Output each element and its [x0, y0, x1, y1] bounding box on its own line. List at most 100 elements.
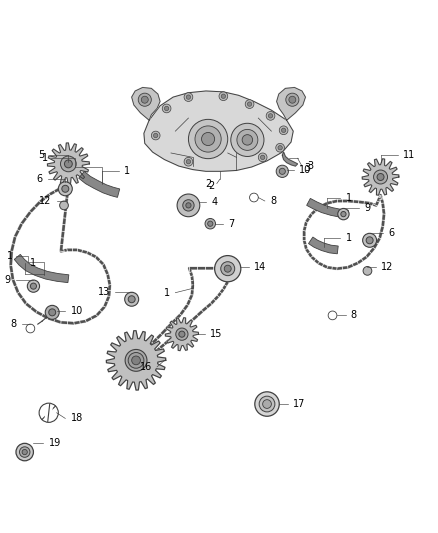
Text: 11: 11	[403, 150, 416, 160]
Circle shape	[278, 146, 283, 150]
Circle shape	[186, 95, 191, 99]
Text: 12: 12	[39, 196, 51, 206]
Circle shape	[16, 443, 33, 461]
Circle shape	[363, 266, 372, 275]
Polygon shape	[283, 152, 297, 166]
Circle shape	[266, 111, 275, 120]
Text: 1: 1	[42, 153, 48, 163]
Text: 9: 9	[5, 275, 11, 285]
Circle shape	[186, 203, 191, 208]
Circle shape	[125, 292, 139, 306]
Polygon shape	[277, 87, 305, 120]
Circle shape	[258, 153, 267, 161]
Circle shape	[195, 126, 221, 152]
Circle shape	[19, 447, 30, 457]
Text: 4: 4	[211, 197, 217, 207]
Circle shape	[141, 96, 148, 103]
Circle shape	[363, 233, 377, 247]
Text: 6: 6	[36, 174, 42, 184]
Circle shape	[247, 102, 252, 106]
Polygon shape	[14, 254, 69, 282]
Text: 8: 8	[351, 310, 357, 320]
Text: 10: 10	[71, 306, 83, 316]
Text: 6: 6	[388, 228, 394, 238]
Text: 17: 17	[293, 399, 306, 409]
Text: 2: 2	[208, 181, 215, 191]
Circle shape	[151, 131, 160, 140]
Text: 15: 15	[210, 329, 223, 339]
Circle shape	[128, 296, 135, 303]
Text: 8: 8	[10, 319, 16, 329]
Text: 14: 14	[254, 262, 266, 271]
Circle shape	[128, 352, 144, 368]
Circle shape	[279, 126, 288, 135]
Circle shape	[62, 185, 69, 192]
Polygon shape	[362, 159, 399, 195]
Polygon shape	[308, 237, 338, 254]
Text: 1: 1	[164, 288, 170, 298]
Circle shape	[64, 160, 72, 168]
Circle shape	[289, 96, 296, 103]
Circle shape	[268, 114, 273, 118]
Circle shape	[153, 133, 158, 138]
Circle shape	[176, 328, 188, 340]
Text: 1: 1	[30, 259, 36, 269]
Circle shape	[179, 331, 185, 337]
Circle shape	[338, 208, 349, 220]
Circle shape	[60, 201, 68, 210]
Circle shape	[224, 265, 231, 272]
Circle shape	[276, 165, 288, 177]
Circle shape	[231, 123, 264, 157]
Text: 10: 10	[299, 165, 311, 175]
Text: 13: 13	[98, 287, 110, 297]
Circle shape	[183, 200, 194, 211]
Circle shape	[263, 400, 272, 408]
Circle shape	[286, 93, 299, 106]
Polygon shape	[144, 91, 293, 171]
Text: 18: 18	[71, 414, 83, 423]
Text: 1: 1	[7, 251, 13, 261]
Circle shape	[205, 219, 215, 229]
Circle shape	[30, 283, 36, 289]
Circle shape	[49, 309, 56, 316]
Circle shape	[58, 182, 72, 196]
Circle shape	[242, 135, 253, 145]
Circle shape	[131, 355, 141, 366]
Polygon shape	[132, 87, 160, 120]
Polygon shape	[165, 318, 198, 351]
Circle shape	[219, 92, 228, 101]
Text: 16: 16	[140, 362, 152, 372]
Circle shape	[184, 157, 193, 166]
Circle shape	[366, 237, 373, 244]
Circle shape	[237, 130, 258, 150]
Text: 1: 1	[346, 192, 352, 203]
Circle shape	[138, 93, 151, 106]
Circle shape	[208, 221, 213, 227]
Circle shape	[282, 128, 286, 133]
Text: 7: 7	[229, 219, 235, 229]
Circle shape	[377, 174, 384, 181]
Text: 12: 12	[381, 262, 394, 271]
Circle shape	[177, 194, 200, 217]
Text: 1: 1	[346, 233, 352, 243]
Circle shape	[22, 449, 27, 455]
Text: 3: 3	[307, 161, 313, 171]
Text: 9: 9	[364, 204, 370, 213]
Circle shape	[184, 93, 193, 101]
Circle shape	[188, 119, 228, 159]
Text: 8: 8	[270, 196, 276, 206]
Circle shape	[215, 256, 241, 282]
Circle shape	[341, 212, 346, 217]
Text: 2: 2	[205, 179, 212, 189]
Circle shape	[186, 159, 191, 164]
Polygon shape	[47, 143, 89, 185]
Circle shape	[60, 156, 76, 172]
Polygon shape	[79, 172, 120, 197]
Circle shape	[259, 396, 275, 412]
Circle shape	[276, 143, 285, 152]
Circle shape	[255, 392, 279, 416]
Circle shape	[132, 356, 141, 365]
Text: 3: 3	[304, 163, 310, 173]
Circle shape	[245, 100, 254, 108]
Circle shape	[201, 133, 215, 146]
